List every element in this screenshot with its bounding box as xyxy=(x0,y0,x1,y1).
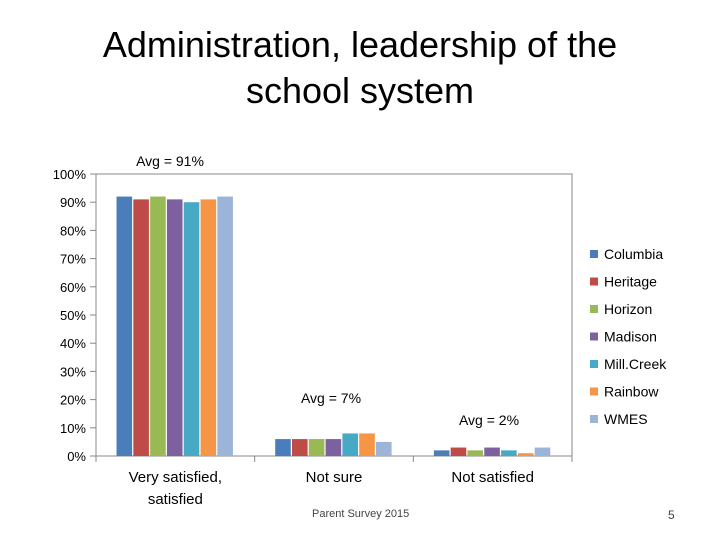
legend-swatch xyxy=(590,415,598,423)
y-tick-label: 10% xyxy=(60,421,86,436)
y-tick-label: 40% xyxy=(60,336,86,351)
y-tick-label: 60% xyxy=(60,280,86,295)
footer-source: Parent Survey 2015 xyxy=(312,508,410,520)
bar-heritage xyxy=(292,439,308,456)
y-tick-label: 30% xyxy=(60,364,86,379)
bar-columbia xyxy=(275,439,291,456)
x-category-label: Not sure xyxy=(306,469,363,486)
bar-wmes xyxy=(376,441,392,456)
x-category-label: Not satisfied xyxy=(451,469,534,486)
legend-label: Columbia xyxy=(604,246,663,262)
bar-horizon xyxy=(467,450,484,456)
legend-swatch xyxy=(590,277,598,286)
bar-wmes xyxy=(217,196,233,456)
legend-label: Rainbow xyxy=(604,384,659,400)
bar-madison xyxy=(484,447,500,456)
legend-label: WMES xyxy=(604,411,648,427)
legend-label: Heritage xyxy=(604,274,657,290)
bar-horizon xyxy=(150,196,166,456)
legend-swatch xyxy=(590,250,598,258)
bar-rainbow xyxy=(517,453,534,456)
avg-annotation: Avg = 7% xyxy=(301,390,361,406)
slide-title-line-2: school system xyxy=(245,70,475,111)
bar-madison xyxy=(166,199,183,456)
y-tick-label: 100% xyxy=(53,167,87,182)
legend-label: Madison xyxy=(604,329,657,345)
slide-title-line-1: Administration, leadership of the xyxy=(102,24,618,65)
bar-columbia xyxy=(116,196,133,456)
bar-mill-creek xyxy=(183,202,200,456)
avg-annotation: Avg = 2% xyxy=(459,412,519,428)
page-number: 5 xyxy=(668,508,675,522)
legend-swatch xyxy=(590,387,598,396)
y-tick-label: 90% xyxy=(60,195,86,210)
bar-heritage xyxy=(133,199,149,456)
bar-horizon xyxy=(308,439,325,456)
bar-mill-creek xyxy=(342,433,358,456)
bar-heritage xyxy=(450,447,467,456)
x-category-label: Very satisfied, satisfied xyxy=(129,469,222,508)
y-tick-label: 0% xyxy=(67,449,86,464)
legend-swatch xyxy=(590,360,598,368)
bar-wmes xyxy=(534,447,551,456)
slide-title: Administration, leadership of the school… xyxy=(60,22,660,114)
bar-columbia xyxy=(433,450,450,456)
legend-swatch xyxy=(590,332,598,341)
legend-label: Mill.Creek xyxy=(604,356,667,372)
bar-madison xyxy=(325,439,342,456)
legend-label: Horizon xyxy=(604,301,652,317)
legend-swatch xyxy=(590,305,598,313)
bar-rainbow xyxy=(359,433,375,456)
y-tick-label: 80% xyxy=(60,223,86,238)
y-tick-label: 50% xyxy=(60,308,86,323)
avg-annotation: Avg = 91% xyxy=(136,153,204,169)
bar-rainbow xyxy=(200,199,217,456)
y-tick-label: 70% xyxy=(60,252,86,267)
bar-mill-creek xyxy=(501,450,517,456)
y-tick-label: 20% xyxy=(60,393,86,408)
